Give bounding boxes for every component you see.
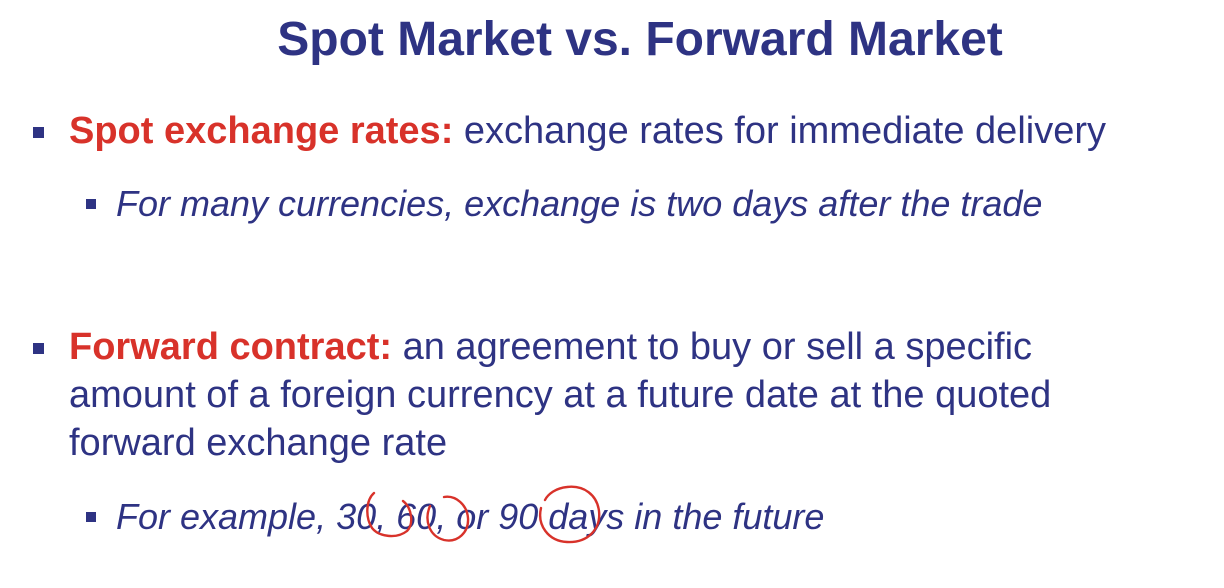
bullet-spot-exchange-rates: Spot exchange rates: exchange rates for … [33, 107, 1106, 155]
forward-contract-line-3: forward exchange rate [69, 422, 448, 464]
sub-bullet-forward: For example, 30, 60, or 90 days in the f… [86, 493, 825, 541]
example-number-90: 90 [498, 496, 539, 537]
example-number-30: 30 [336, 496, 377, 537]
bullet-forward-contract: Forward contract: an agreement to buy or… [33, 323, 1052, 467]
example-number-60: 60 [396, 496, 437, 537]
slide-title: Spot Market vs. Forward Market [277, 13, 1003, 66]
square-bullet-icon [86, 512, 96, 522]
term-spot-exchange-rates: Spot exchange rates: [69, 110, 454, 152]
forward-contract-line-2: amount of a foreign currency at a future… [69, 374, 1052, 416]
definition-spot-exchange-rates: exchange rates for immediate delivery [453, 110, 1106, 152]
term-forward-contract: Forward contract: [69, 326, 393, 368]
example-prefix: For example, [116, 496, 337, 537]
definition-forward-contract-part-1: an agreement to buy or sell a specific [392, 326, 1033, 368]
square-bullet-icon [86, 199, 96, 209]
sub-bullet-spot: For many currencies, exchange is two day… [86, 180, 1043, 228]
forward-contract-line-1: Forward contract: an agreement to buy or… [69, 323, 1051, 371]
example-separator-1: , [376, 496, 397, 537]
example-separator-2: , or [436, 496, 499, 537]
square-bullet-icon [33, 127, 44, 138]
sub-bullet-spot-text: For many currencies, exchange is two day… [116, 183, 1043, 224]
example-suffix: days in the future [538, 496, 825, 537]
square-bullet-icon [33, 343, 44, 354]
